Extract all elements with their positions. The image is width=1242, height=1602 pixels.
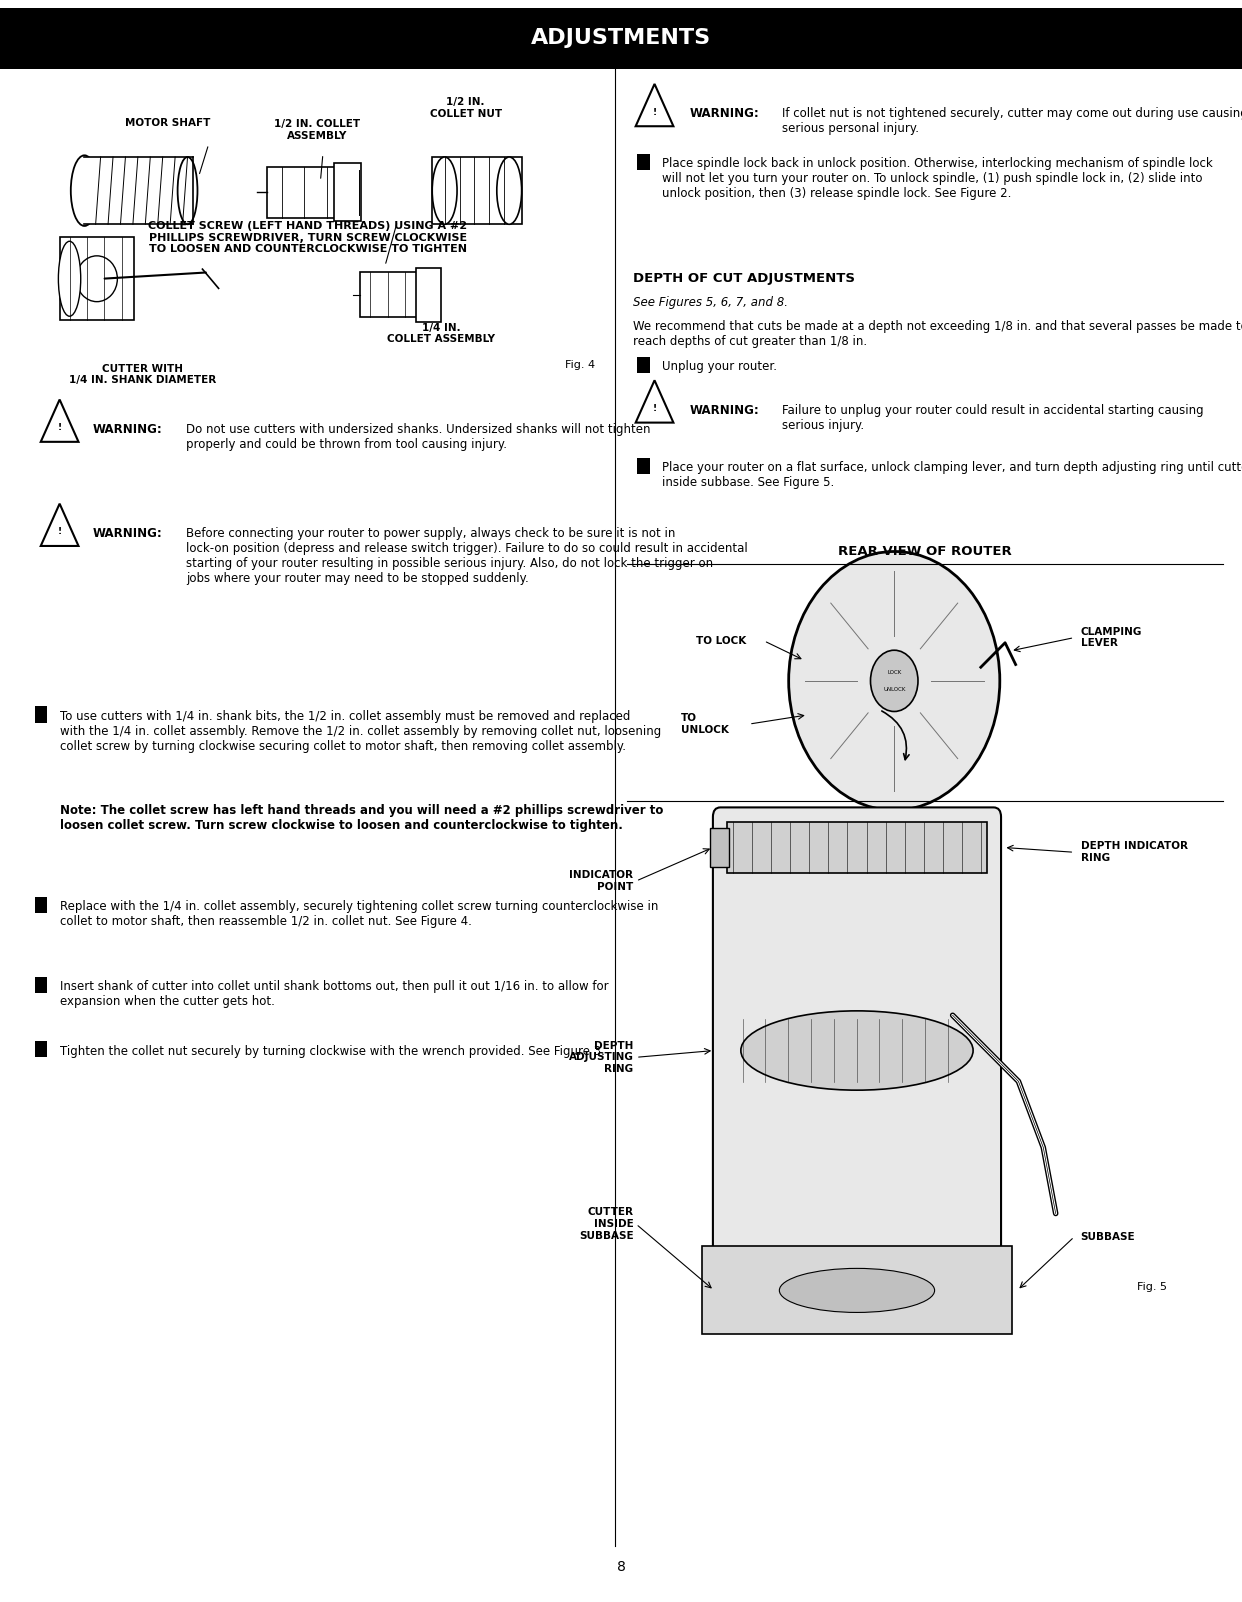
Text: WARNING:: WARNING: xyxy=(689,107,759,120)
Text: LOCK: LOCK xyxy=(887,670,902,674)
Text: Before connecting your router to power supply, always check to be sure it is not: Before connecting your router to power s… xyxy=(186,527,748,585)
Ellipse shape xyxy=(178,157,197,224)
Text: !: ! xyxy=(57,527,62,537)
Text: See Figures 5, 6, 7, and 8.: See Figures 5, 6, 7, and 8. xyxy=(633,296,789,309)
Bar xyxy=(334,163,361,221)
Text: !: ! xyxy=(652,404,657,413)
Ellipse shape xyxy=(780,1269,934,1312)
Text: DEPTH INDICATOR
RING: DEPTH INDICATOR RING xyxy=(1081,841,1187,863)
Text: UNLOCK: UNLOCK xyxy=(883,687,905,692)
Text: Do not use cutters with undersized shanks. Undersized shanks will not tighten
pr: Do not use cutters with undersized shank… xyxy=(186,423,651,450)
Bar xyxy=(60,237,134,320)
Text: INDICATOR
POINT: INDICATOR POINT xyxy=(569,870,633,892)
Bar xyxy=(710,828,729,867)
Text: If collet nut is not tightened securely, cutter may come out during use causing
: If collet nut is not tightened securely,… xyxy=(782,107,1242,135)
Text: Tighten the collet nut securely by turning clockwise with the wrench provided. S: Tighten the collet nut securely by turni… xyxy=(60,1045,605,1057)
Text: SUBBASE: SUBBASE xyxy=(1081,1232,1135,1242)
Bar xyxy=(637,154,650,170)
Bar xyxy=(727,822,987,873)
Text: Replace with the 1/4 in. collet assembly, securely tightening collet screw turni: Replace with the 1/4 in. collet assembly… xyxy=(60,900,658,928)
Text: Place spindle lock back in unlock position. Otherwise, interlocking mechanism of: Place spindle lock back in unlock positi… xyxy=(662,157,1212,200)
Ellipse shape xyxy=(58,242,81,316)
Text: DEPTH
ADJUSTING
RING: DEPTH ADJUSTING RING xyxy=(569,1041,633,1073)
Text: 1/4 IN.
COLLET ASSEMBLY: 1/4 IN. COLLET ASSEMBLY xyxy=(388,324,494,344)
Text: TO LOCK: TO LOCK xyxy=(696,636,745,646)
Ellipse shape xyxy=(740,1011,972,1089)
Bar xyxy=(35,706,47,723)
Text: !: ! xyxy=(652,107,657,117)
Text: REAR VIEW OF ROUTER: REAR VIEW OF ROUTER xyxy=(838,545,1012,557)
Text: CUTTER
INSIDE
SUBBASE: CUTTER INSIDE SUBBASE xyxy=(579,1208,633,1240)
Bar xyxy=(702,1246,1012,1334)
Ellipse shape xyxy=(432,157,457,224)
Text: Unplug your router.: Unplug your router. xyxy=(662,360,777,373)
Text: Failure to unplug your router could result in accidental starting causing
seriou: Failure to unplug your router could resu… xyxy=(782,404,1203,431)
Bar xyxy=(637,357,650,373)
Text: ADJUSTMENTS: ADJUSTMENTS xyxy=(530,29,712,48)
Text: CLAMPING
LEVER: CLAMPING LEVER xyxy=(1081,626,1141,649)
Text: MOTOR SHAFT: MOTOR SHAFT xyxy=(125,119,210,128)
Text: Fig. 4: Fig. 4 xyxy=(565,360,595,370)
Ellipse shape xyxy=(71,155,98,226)
Text: Fig. 5: Fig. 5 xyxy=(1138,1282,1167,1291)
Text: 1/2 IN.
COLLET NUT: 1/2 IN. COLLET NUT xyxy=(430,98,502,119)
Bar xyxy=(432,157,522,224)
Ellipse shape xyxy=(77,256,117,301)
FancyBboxPatch shape xyxy=(713,807,1001,1267)
Text: CUTTER WITH
1/4 IN. SHANK DIAMETER: CUTTER WITH 1/4 IN. SHANK DIAMETER xyxy=(70,364,216,384)
Text: We recommend that cuts be made at a depth not exceeding 1/8 in. and that several: We recommend that cuts be made at a dept… xyxy=(633,320,1242,348)
Ellipse shape xyxy=(871,650,918,711)
Text: TO
UNLOCK: TO UNLOCK xyxy=(681,713,729,735)
Bar xyxy=(637,458,650,474)
Text: Place your router on a flat surface, unlock clamping lever, and turn depth adjus: Place your router on a flat surface, unl… xyxy=(662,461,1242,489)
Bar xyxy=(360,272,435,317)
Text: To use cutters with 1/4 in. shank bits, the 1/2 in. collet assembly must be remo: To use cutters with 1/4 in. shank bits, … xyxy=(60,710,661,753)
Text: WARNING:: WARNING: xyxy=(93,527,163,540)
Text: DEPTH OF CUT ADJUSTMENTS: DEPTH OF CUT ADJUSTMENTS xyxy=(633,272,856,285)
Bar xyxy=(35,897,47,913)
Bar xyxy=(35,977,47,993)
Text: WARNING:: WARNING: xyxy=(689,404,759,417)
Text: 1/2 IN. COLLET
ASSEMBLY: 1/2 IN. COLLET ASSEMBLY xyxy=(273,120,360,141)
Bar xyxy=(0,8,1242,69)
Ellipse shape xyxy=(497,157,522,224)
Bar xyxy=(35,1041,47,1057)
Text: WARNING:: WARNING: xyxy=(93,423,163,436)
Bar xyxy=(416,268,441,322)
Ellipse shape xyxy=(789,551,1000,811)
Text: !: ! xyxy=(57,423,62,433)
Text: Note: The collet screw has left hand threads and you will need a #2 phillips scr: Note: The collet screw has left hand thr… xyxy=(60,804,663,831)
Bar xyxy=(84,157,190,224)
Text: Insert shank of cutter into collet until shank bottoms out, then pull it out 1/1: Insert shank of cutter into collet until… xyxy=(60,980,609,1008)
Text: COLLET SCREW (LEFT HAND THREADS) USING A #2
PHILLIPS SCREWDRIVER, TURN SCREW CLO: COLLET SCREW (LEFT HAND THREADS) USING A… xyxy=(149,221,467,255)
Text: 8: 8 xyxy=(616,1560,626,1573)
Bar xyxy=(267,167,356,218)
